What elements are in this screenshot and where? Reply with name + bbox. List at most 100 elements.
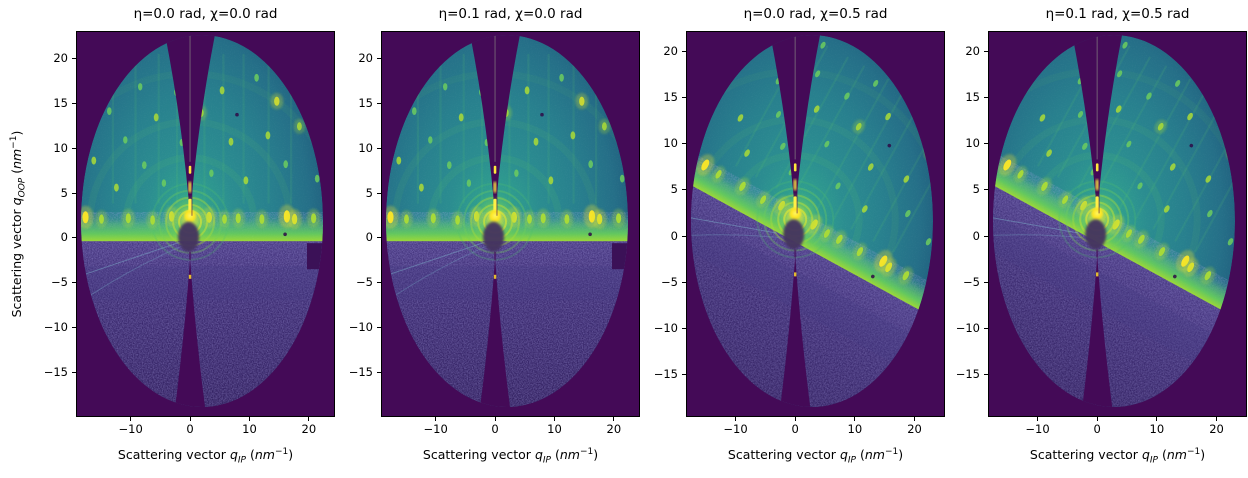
y-tick-label: 15 [965, 90, 980, 104]
detector-image-panel-3 [686, 31, 945, 417]
x-tick-label: 0 [1093, 422, 1101, 436]
x-tick-label: 0 [186, 422, 194, 436]
x-tick-mark [308, 417, 310, 421]
x-tick-label: 20 [301, 422, 317, 436]
x-tick-label: 20 [907, 422, 922, 436]
y-tick-label: −15 [955, 367, 980, 381]
y-tick-label: 5 [365, 185, 373, 200]
y-tick-mark [377, 327, 381, 329]
y-tick-mark [682, 281, 686, 283]
y-tick-label: 0 [972, 228, 980, 243]
y-tick-mark [377, 372, 381, 374]
y-tick-label: 15 [53, 95, 68, 110]
y-tick-mark [984, 327, 988, 329]
x-axis-label: Scattering vector qIP (nm−1) [727, 447, 904, 466]
y-tick-mark [682, 374, 686, 375]
y-tick-label: 10 [358, 140, 373, 155]
x-tick-mark [435, 417, 437, 421]
y-tick-mark [682, 189, 686, 191]
y-tick-mark [984, 143, 988, 145]
x-tick-mark [1216, 417, 1218, 421]
y-tick-label: −10 [348, 320, 373, 335]
y-tick-label: 10 [53, 140, 68, 155]
y-tick-label: 15 [663, 90, 678, 104]
x-tick-mark [1096, 417, 1098, 421]
y-tick-mark [984, 374, 988, 375]
x-tick-label: 10 [242, 422, 257, 436]
y-tick-label: −5 [356, 275, 373, 290]
y-tick-mark [682, 235, 686, 237]
y-tick-label: −15 [348, 365, 373, 380]
y-tick-mark [72, 102, 76, 104]
y-tick-mark [984, 97, 988, 98]
x-tick-label: 20 [1209, 422, 1224, 436]
y-tick-label: 10 [965, 136, 980, 151]
y-tick-label: −5 [963, 274, 980, 289]
y-tick-label: −10 [955, 320, 980, 335]
x-tick-label: −10 [423, 422, 448, 436]
panel-title: η=0.0 rad, χ=0.0 rad [133, 6, 278, 22]
y-tick-label: 0 [670, 228, 678, 243]
y-tick-label: −5 [51, 275, 68, 290]
y-tick-mark [72, 327, 76, 329]
y-tick-label: 5 [972, 182, 980, 197]
x-tick-mark [1037, 417, 1038, 421]
x-tick-mark [794, 417, 796, 421]
y-tick-mark [377, 147, 381, 149]
detector-image-panel-1 [76, 31, 335, 417]
x-tick-mark [189, 417, 191, 421]
y-tick-mark [984, 189, 988, 191]
detector-image-panel-4 [988, 31, 1247, 417]
x-axis-label: Scattering vector qIP (nm−1) [1029, 447, 1206, 466]
y-axis-label: Scattering vector qOOP (nm−1) [9, 130, 28, 318]
x-tick-label: 10 [1149, 422, 1165, 436]
y-tick-mark [72, 192, 76, 194]
y-tick-label: 20 [663, 43, 678, 58]
y-tick-label: 15 [358, 95, 373, 110]
y-tick-mark [682, 143, 686, 145]
y-tick-label: 20 [358, 50, 373, 65]
x-tick-mark [1156, 417, 1158, 421]
x-tick-label: 20 [606, 422, 622, 436]
detector-image-panel-2 [381, 31, 640, 417]
y-tick-label: −10 [43, 320, 68, 335]
y-tick-mark [682, 50, 686, 52]
x-tick-label: 0 [491, 422, 499, 436]
y-tick-label: −15 [43, 365, 68, 380]
y-tick-mark [72, 147, 76, 149]
y-tick-mark [377, 282, 381, 284]
x-tick-label: −10 [723, 422, 748, 436]
x-axis-label: Scattering vector qIP (nm−1) [422, 447, 599, 466]
y-axis-label-text: Scattering vector [9, 209, 25, 318]
x-tick-mark [735, 417, 736, 421]
x-tick-mark [130, 417, 132, 421]
y-tick-label: 20 [53, 50, 68, 65]
x-tick-label: −10 [118, 422, 143, 436]
y-tick-mark [984, 50, 988, 52]
y-tick-mark [682, 327, 686, 329]
x-axis-label: Scattering vector qIP (nm−1) [117, 447, 294, 466]
y-tick-mark [377, 192, 381, 194]
y-tick-label: 20 [965, 43, 980, 58]
x-tick-label: 0 [791, 422, 799, 436]
y-tick-label: 0 [365, 230, 373, 245]
y-tick-label: 10 [663, 136, 678, 151]
y-tick-mark [377, 102, 381, 104]
y-tick-mark [72, 372, 76, 374]
y-tick-label: −10 [653, 320, 678, 335]
y-tick-mark [984, 235, 988, 237]
y-tick-mark [72, 237, 76, 239]
panel-title: η=0.0 rad, χ=0.5 rad [743, 6, 888, 22]
panel-title: η=0.1 rad, χ=0.5 rad [1045, 6, 1190, 22]
y-tick-mark [377, 57, 381, 59]
x-tick-mark [613, 417, 615, 421]
x-tick-mark [854, 417, 856, 421]
y-tick-mark [377, 237, 381, 239]
x-tick-mark [554, 417, 555, 421]
x-tick-label: 10 [547, 422, 562, 436]
x-tick-label: −10 [1025, 422, 1050, 436]
x-tick-mark [249, 417, 250, 421]
y-tick-mark [682, 97, 686, 98]
x-tick-mark [494, 417, 496, 421]
